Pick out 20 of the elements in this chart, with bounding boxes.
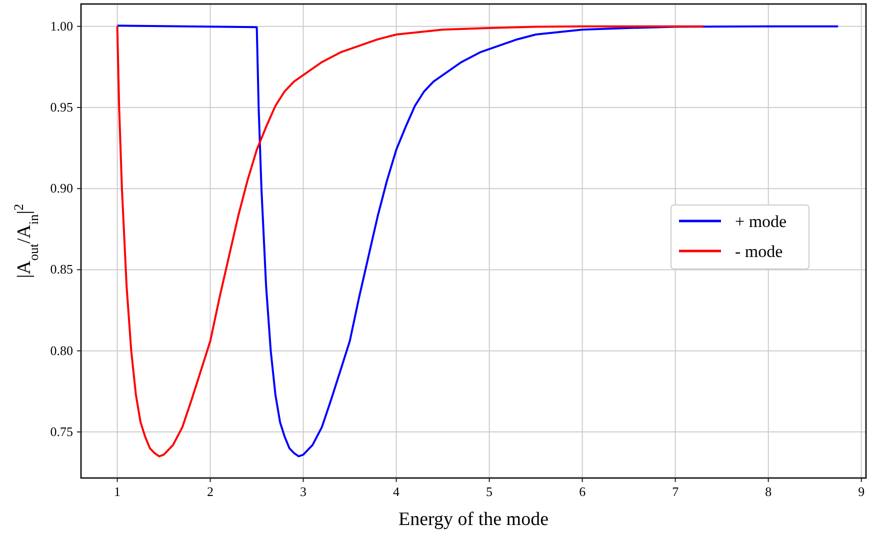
y-tick-label: 0.80 [50,342,73,358]
y-tick-label: 1.00 [50,18,73,34]
line-series [116,24,840,458]
legend-label: - mode [735,242,783,261]
legend-label: + mode [735,212,787,231]
y-tick-label: 0.75 [50,424,73,439]
x-tick-label: 1 [114,484,121,499]
x-tick-label: 7 [672,484,680,499]
x-tick-label: 2 [207,484,214,499]
x-tick-label: 3 [300,484,307,499]
x-tick-label: 4 [393,484,400,499]
y-tick-label: 0.85 [50,262,73,277]
x-tick-label: 8 [765,484,772,499]
y-tick-label: 0.95 [50,99,73,114]
line-series [116,25,704,458]
x-tick-label: 5 [486,484,493,499]
x-axis-title: Energy of the mode [398,509,549,530]
y-tick-label: 0.90 [50,180,73,196]
x-tick-label: 6 [579,484,586,499]
x-tick-label: 9 [858,484,865,499]
